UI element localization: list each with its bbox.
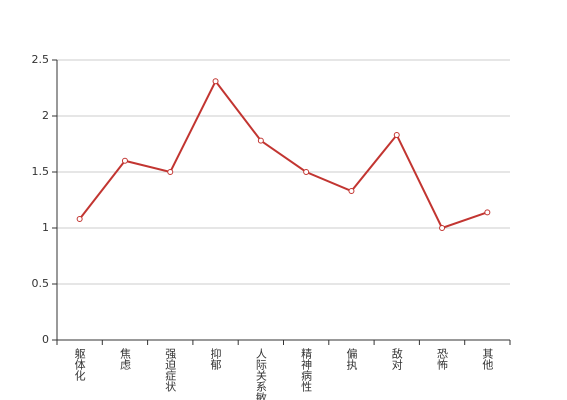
x-tick-label: 强迫症状 — [164, 348, 177, 392]
point — [303, 169, 310, 175]
y-tick-label: 2.5 — [32, 53, 50, 66]
point — [121, 157, 128, 164]
x-tick-label: 焦虑 — [118, 348, 131, 370]
y-tick-label: 1 — [42, 221, 49, 234]
point — [167, 169, 174, 175]
y-tick-label: 0.5 — [32, 277, 50, 290]
x-tick-label: 抑郁 — [209, 347, 222, 370]
point — [484, 209, 491, 216]
line — [78, 79, 488, 230]
point — [76, 216, 83, 223]
x-tick-label: 人际关系敏感 — [254, 348, 267, 400]
y-tick-label: 1.5 — [32, 165, 50, 178]
point — [348, 188, 355, 195]
x-tick-label: 偏执 — [345, 347, 358, 371]
x-tick-label: 精神病性 — [300, 348, 313, 393]
point — [439, 225, 446, 231]
point — [393, 132, 400, 139]
y-tick-label: 0 — [42, 333, 49, 346]
y-tick-label: 2 — [42, 109, 49, 122]
point — [212, 78, 219, 85]
x-tick-label: 其他 — [481, 348, 494, 370]
x-tick-label: 恐怖 — [436, 348, 449, 370]
x-tick-label: 敌对 — [390, 347, 403, 370]
x-tick-label: 躯体化 — [73, 348, 86, 382]
point — [257, 137, 264, 144]
